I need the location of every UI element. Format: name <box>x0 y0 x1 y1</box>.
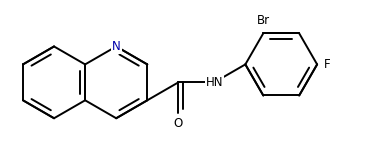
Text: HN: HN <box>205 76 223 89</box>
Text: N: N <box>112 40 121 53</box>
Text: O: O <box>174 117 183 130</box>
Text: F: F <box>324 58 330 71</box>
Text: Br: Br <box>257 13 270 27</box>
